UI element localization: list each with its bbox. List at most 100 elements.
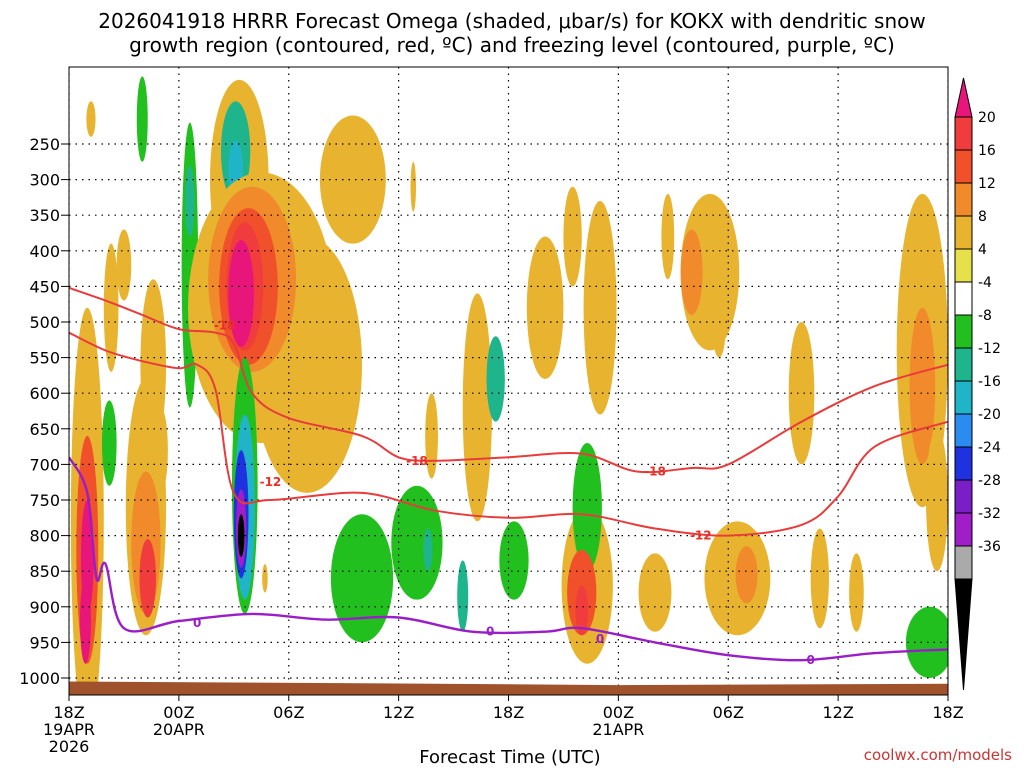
x-tick-label-0-1: 19APR — [43, 720, 95, 739]
colorbar-swatch-8 — [954, 347, 973, 382]
omega-region-34 — [391, 485, 443, 600]
omega-region-32 — [410, 161, 417, 212]
pressure-axis: 250 300 350 400 450 500 550 600 650 700 750 800 850 9… — [19, 135, 69, 688]
contour-labels-layer: -18 -12 -18 -18 -12 0 0 0 0 — [193, 319, 815, 668]
contour-label-4: -12 — [690, 529, 712, 543]
y-tick-label-600: 600 — [29, 384, 60, 403]
colorbar-swatch-1 — [954, 116, 973, 151]
colorbar-label-8: 8 — [978, 209, 987, 225]
omega-region-6 — [101, 400, 117, 486]
colorbar-label--24: -24 — [978, 440, 1001, 456]
omega-region-39 — [462, 293, 493, 522]
omega-region-59 — [909, 307, 936, 465]
omega-region-50 — [680, 229, 703, 315]
omega-region-43 — [583, 200, 617, 415]
y-tick-label-850: 850 — [29, 562, 60, 581]
omega-region-15 — [185, 165, 195, 237]
omega-shading-layer — [70, 76, 948, 695]
colorbar-swatch-7 — [954, 314, 973, 349]
omega-region-4 — [103, 243, 119, 372]
omega-region-61 — [905, 606, 948, 678]
omega-region-54 — [735, 546, 758, 604]
x-tick-label-3-0: 12Z — [383, 703, 414, 722]
omega-region-24 — [228, 240, 254, 347]
y-tick-label-500: 500 — [29, 313, 60, 332]
colorbar-swatch-12 — [954, 479, 973, 514]
x-axis-title: Forecast Time (UTC) — [419, 747, 600, 768]
colorbar-label-12: 12 — [978, 176, 996, 192]
omega-region-52 — [661, 193, 675, 280]
y-tick-label-250: 250 — [29, 135, 60, 154]
omega-region-40 — [486, 336, 505, 422]
x-tick-label-4-0: 18Z — [493, 703, 524, 722]
colorbar-swatch-5 — [954, 248, 973, 283]
omega-region-37 — [499, 521, 529, 600]
colorbar-label-16: 16 — [978, 143, 996, 159]
freezing-level-contour — [69, 456, 948, 662]
colorbar-label--28: -28 — [978, 473, 1001, 489]
omega-region-5 — [116, 229, 132, 301]
y-tick-label-800: 800 — [29, 527, 60, 546]
contour-label-3: -18 — [644, 465, 666, 479]
x-tick-label-1-1: 20APR — [153, 720, 205, 739]
colorbar-label--36: -36 — [978, 539, 1001, 555]
gridlines — [69, 67, 948, 695]
contour-label-2: -18 — [406, 454, 428, 468]
x-tick-label-5-0: 00Z — [603, 703, 634, 722]
omega-region-48 — [638, 553, 672, 632]
x-tick-label-1-0: 00Z — [163, 703, 194, 722]
x-tick-label-2-0: 06Z — [273, 703, 304, 722]
y-tick-label-900: 900 — [29, 598, 60, 617]
chart-title-line1: 2026041918 HRRR Forecast Omega (shaded, … — [98, 9, 925, 33]
site-credit: coolwx.com/models — [864, 746, 1012, 764]
omega-region-47 — [575, 585, 589, 636]
colorbar-label--4: -4 — [978, 275, 992, 291]
omega-region-9 — [139, 539, 156, 618]
contour-label-0: -18 — [214, 319, 236, 333]
y-tick-label-750: 750 — [29, 491, 60, 510]
x-tick-label-5-1: 21APR — [592, 720, 644, 739]
omega-region-33 — [330, 514, 394, 643]
colorbar-swatch-14 — [954, 545, 973, 580]
dgz-contour--12 — [69, 331, 948, 537]
colorbar-label--16: -16 — [978, 374, 1001, 390]
contour-label-7: 0 — [596, 632, 604, 646]
contour-label-8: 0 — [806, 653, 814, 667]
colorbar-swatch-11 — [954, 446, 973, 481]
omega-region-13 — [86, 101, 96, 137]
omega-region-11 — [136, 76, 148, 162]
omega-region-55 — [788, 322, 815, 465]
ground-surface — [69, 681, 948, 695]
colorbar-swatch-6 — [954, 281, 973, 316]
colorbar-label-20: 20 — [978, 110, 996, 126]
x-tick-label-0-2: 2026 — [49, 737, 90, 756]
omega-region-25 — [319, 115, 386, 244]
colorbar-label--8: -8 — [978, 308, 992, 324]
omega-region-41 — [526, 236, 564, 379]
x-tick-label-7-0: 12Z — [822, 703, 853, 722]
x-tick-label-0-0: 18Z — [53, 703, 84, 722]
y-tick-label-650: 650 — [29, 420, 60, 439]
omega-region-35 — [423, 528, 433, 572]
colorbar-swatch-3 — [954, 182, 973, 217]
chart-title-line2: growth region (contoured, red, ºC) and f… — [129, 33, 895, 57]
y-tick-label-950: 950 — [29, 633, 60, 652]
dgz-contour--18 — [69, 286, 948, 474]
colorbar-swatch-10 — [954, 413, 973, 448]
omega-region-45 — [572, 443, 602, 572]
y-tick-label-700: 700 — [29, 455, 60, 474]
omega-region-38 — [425, 393, 438, 479]
omega-region-57 — [849, 553, 864, 632]
omega-region-3 — [79, 578, 91, 664]
omega-region-12 — [153, 407, 168, 493]
y-tick-label-550: 550 — [29, 349, 60, 368]
colorbar-label--32: -32 — [978, 506, 1001, 522]
temperature-contours-layer — [69, 286, 948, 662]
y-tick-label-1000: 1000 — [19, 669, 60, 688]
omega-region-42 — [563, 186, 582, 287]
omega-colorbar: 20 16 12 8 4 -4 -8 -12 -16 -20 -24 -28 -32 -36 — [954, 77, 1001, 691]
y-tick-label-400: 400 — [29, 242, 60, 261]
omega-region-60 — [926, 428, 948, 572]
